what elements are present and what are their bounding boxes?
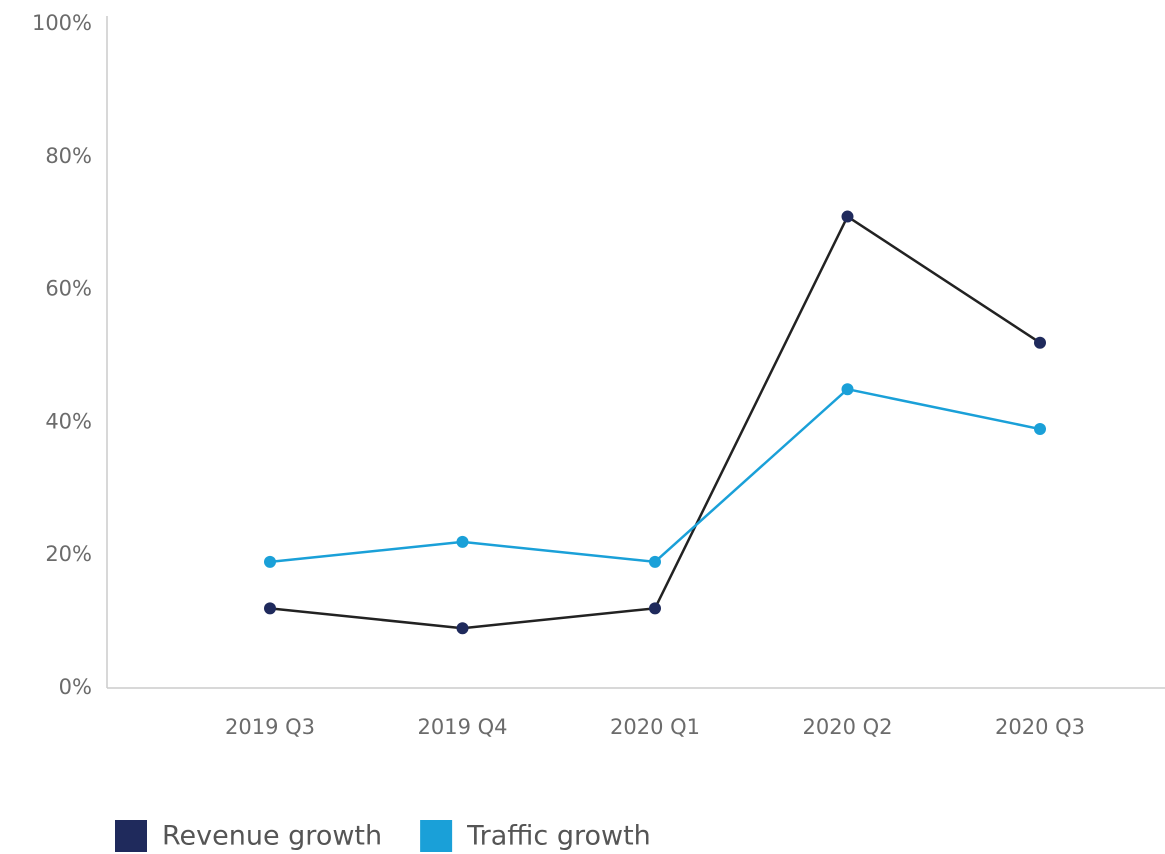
x-tick-label: 2020 Q1 [610,715,700,739]
x-tick-label: 2020 Q2 [802,715,892,739]
data-point [456,535,469,548]
y-tick-label: 0% [59,675,92,699]
legend-swatch [115,820,147,852]
data-point [841,383,854,396]
x-tick-label: 2020 Q3 [995,715,1085,739]
data-point [841,210,854,223]
data-point [649,555,661,568]
data-point [1034,423,1046,436]
y-tick-label: 40% [45,409,92,433]
y-tick-label: 100% [32,11,92,35]
data-point [649,602,661,615]
data-point [456,622,469,635]
y-tick-label: 20% [45,542,92,566]
data-point [264,602,276,615]
x-tick-label: 2019 Q4 [417,715,507,739]
x-tick-label: 2019 Q3 [225,715,315,739]
legend-label: Revenue growth [162,821,382,852]
y-tick-label: 60% [45,277,92,301]
legend-label: Traffic growth [466,821,651,852]
data-point [1034,336,1046,349]
y-tick-label: 80% [45,144,92,168]
series-line [269,387,1041,564]
data-point [264,555,276,568]
legend-swatch [420,820,453,852]
